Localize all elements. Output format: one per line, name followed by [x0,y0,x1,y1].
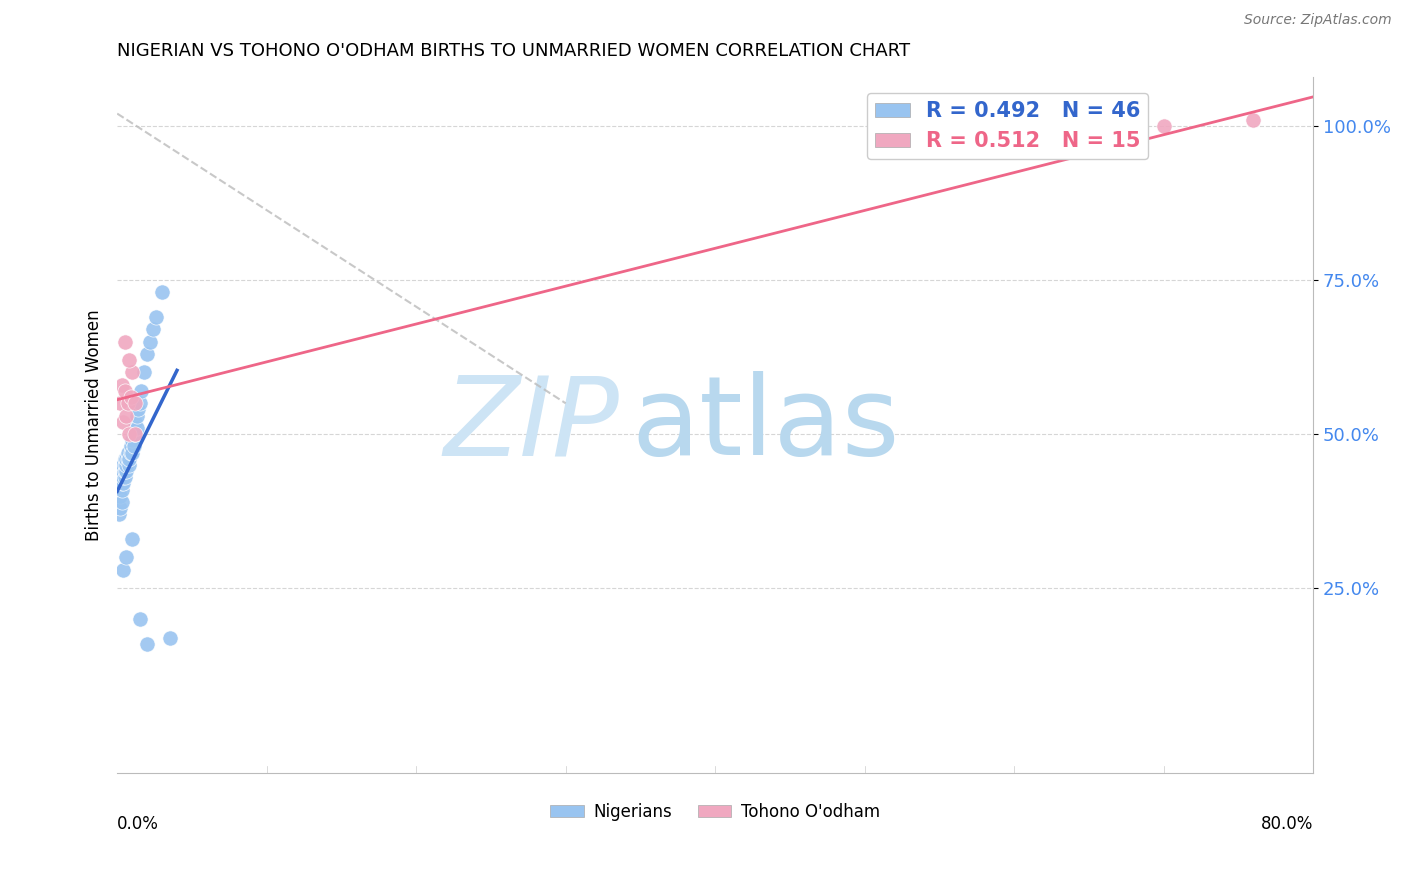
Point [118,451,141,466]
Text: ZIP: ZIP [444,371,620,478]
Point [107,508,129,522]
Point [114,384,136,398]
Point [118,427,141,442]
Point [114,464,136,478]
Point [128,612,150,626]
Point [121,445,143,459]
Text: Source: ZipAtlas.com: Source: ZipAtlas.com [1244,13,1392,28]
Point [136,347,159,361]
Point [132,366,155,380]
Point [124,427,146,442]
Point [112,458,135,472]
Point [120,445,142,459]
Point [125,421,148,435]
Point [121,434,143,448]
Point [114,458,136,472]
Point [142,322,165,336]
Point [120,390,142,404]
Point [115,464,138,478]
Y-axis label: Births to Unmarried Women: Births to Unmarried Women [86,310,103,541]
Point [1243,112,1265,127]
Text: atlas: atlas [631,371,900,478]
Point [115,409,138,423]
Point [114,470,136,484]
Point [117,396,139,410]
Point [122,440,145,454]
Point [125,409,148,423]
Text: 0.0%: 0.0% [117,815,159,833]
Point [150,285,173,300]
Point [145,310,167,324]
Text: 80.0%: 80.0% [1261,815,1313,833]
Point [111,476,134,491]
Point [117,445,139,459]
Point [120,440,142,454]
Point [118,458,141,472]
Point [124,396,146,410]
Point [129,384,152,398]
Point [108,501,131,516]
Point [136,637,159,651]
Point [112,470,135,484]
Point [122,427,145,442]
Text: NIGERIAN VS TOHONO O'ODHAM BIRTHS TO UNMARRIED WOMEN CORRELATION CHART: NIGERIAN VS TOHONO O'ODHAM BIRTHS TO UNM… [117,42,910,60]
Point [108,489,131,503]
Point [121,532,143,546]
Point [114,334,136,349]
Point [115,550,138,565]
Point [117,451,139,466]
Point [124,415,146,429]
Point [111,377,134,392]
Point [114,451,136,466]
Point [124,427,146,442]
Point [139,334,162,349]
Point [112,476,135,491]
Point [127,402,149,417]
Point [121,366,143,380]
Legend: Nigerians, Tohono O'odham: Nigerians, Tohono O'odham [544,797,887,828]
Point [159,631,181,645]
Point [111,483,134,497]
Point [115,458,138,472]
Point [108,396,131,410]
Point [1153,119,1175,133]
Point [115,451,138,466]
Point [112,563,135,577]
Point [128,396,150,410]
Point [112,464,135,478]
Point [118,353,141,368]
Point [111,495,134,509]
Point [112,415,135,429]
